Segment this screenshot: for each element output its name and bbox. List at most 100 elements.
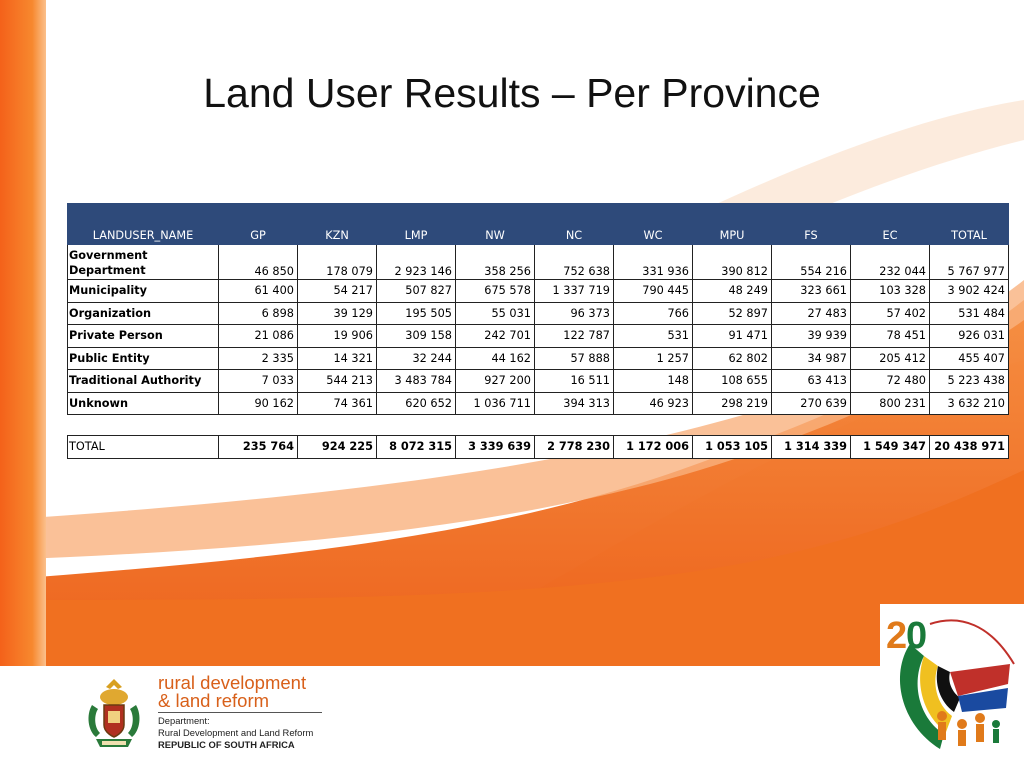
table-cell: 205 412 (850, 346, 930, 370)
row-name: Unknown (67, 391, 219, 415)
table-cell: 72 480 (850, 369, 930, 393)
department-full-name: Rural Development and Land Reform (158, 727, 314, 738)
coat-of-arms-icon (88, 679, 140, 747)
table-cell: 3 902 424 (929, 279, 1009, 303)
table-cell: 122 787 (534, 324, 614, 348)
table-row: Organization 6 898 39 129 195 505 55 031… (67, 301, 1009, 325)
total-cell: 2 778 230 (534, 435, 614, 459)
table-cell: 148 (613, 369, 693, 393)
table-cell: 531 (613, 324, 693, 348)
country-name: REPUBLIC OF SOUTH AFRICA (158, 739, 295, 750)
table-cell: 331 936 (613, 244, 693, 280)
table-cell: 74 361 (297, 391, 377, 415)
department-name-line1: rural development (158, 672, 307, 693)
table-cell: 195 505 (376, 301, 456, 325)
col-header-nc: NC (534, 203, 614, 245)
table-cell: 507 827 (376, 279, 456, 303)
table-cell: 544 213 (297, 369, 377, 393)
table-cell: 91 471 (692, 324, 772, 348)
col-header-gp: GP (218, 203, 298, 245)
table-row: Public Entity 2 335 14 321 32 244 44 162… (67, 346, 1009, 370)
footer (0, 666, 1024, 768)
total-cell: 1 172 006 (613, 435, 693, 459)
table-cell: 455 407 (929, 346, 1009, 370)
table-cell: 620 652 (376, 391, 456, 415)
table-cell: 1 337 719 (534, 279, 614, 303)
row-name: Private Person (67, 324, 219, 348)
table-cell: 800 231 (850, 391, 930, 415)
table-cell: 27 483 (771, 301, 851, 325)
total-cell: 235 764 (218, 435, 298, 459)
table-cell: 46 850 (218, 244, 298, 280)
table-cell: 242 701 (455, 324, 535, 348)
table-cell: 14 321 (297, 346, 377, 370)
row-name-line2: Department (69, 264, 146, 277)
total-cell: 1 549 347 (850, 435, 930, 459)
total-cell: 3 339 639 (455, 435, 535, 459)
department-name: rural development & land reform (158, 672, 307, 711)
col-header-kzn: KZN (297, 203, 377, 245)
department-divider (158, 712, 322, 713)
table-cell: 766 (613, 301, 693, 325)
table-cell: 96 373 (534, 301, 614, 325)
table-cell: 675 578 (455, 279, 535, 303)
table-cell: 531 484 (929, 301, 1009, 325)
table-cell: 7 033 (218, 369, 298, 393)
row-name: Public Entity (67, 346, 219, 370)
total-label: TOTAL (67, 435, 219, 459)
department-label: Department: (158, 715, 210, 726)
table-cell: 103 328 (850, 279, 930, 303)
table-row: Government Department 46 850 178 079 2 92… (67, 244, 1009, 280)
table-cell: 61 400 (218, 279, 298, 303)
col-header-lmp: LMP (376, 203, 456, 245)
table-cell: 62 802 (692, 346, 772, 370)
table-cell: 34 987 (771, 346, 851, 370)
table-row: Private Person 21 086 19 906 309 158 242… (67, 324, 1009, 348)
slide-background: Land User Results – Per Province LANDUSE… (0, 0, 1024, 666)
table-cell: 108 655 (692, 369, 772, 393)
table-spacer-row (68, 415, 1009, 436)
department-name-line2: & land reform (158, 690, 270, 711)
table-cell: 790 445 (613, 279, 693, 303)
table-cell: 21 086 (218, 324, 298, 348)
department-subtitle: Department: Rural Development and Land R… (158, 715, 313, 751)
col-header-wc: WC (613, 203, 693, 245)
table-cell: 16 511 (534, 369, 614, 393)
table-cell: 46 923 (613, 391, 693, 415)
total-cell: 8 072 315 (376, 435, 456, 459)
table-cell: 554 216 (771, 244, 851, 280)
row-name: Organization (67, 301, 219, 325)
svg-text:0: 0 (906, 615, 927, 657)
table-cell: 298 219 (692, 391, 772, 415)
freedom-logo-icon: 2 0 (886, 615, 1015, 749)
table-row: Traditional Authority 7 033 544 213 3 48… (67, 369, 1009, 393)
table-cell: 178 079 (297, 244, 377, 280)
table-cell: 52 897 (692, 301, 772, 325)
table-cell: 90 162 (218, 391, 298, 415)
table-cell: 309 158 (376, 324, 456, 348)
table-header-row: LANDUSER_NAME GP KZN LMP NW NC WC MPU FS… (67, 203, 1009, 245)
row-name: Traditional Authority (67, 369, 219, 393)
total-cell: 1 053 105 (692, 435, 772, 459)
table-cell: 1 257 (613, 346, 693, 370)
col-header-nw: NW (455, 203, 535, 245)
row-name: Government Department (67, 244, 219, 280)
table-cell: 752 638 (534, 244, 614, 280)
table-cell: 32 244 (376, 346, 456, 370)
table-cell: 927 200 (455, 369, 535, 393)
total-cell: 20 438 971 (929, 435, 1009, 459)
table-cell: 3 632 210 (929, 391, 1009, 415)
table-cell: 19 906 (297, 324, 377, 348)
row-name-line1: Government (69, 249, 148, 262)
table-row: Unknown 90 162 74 361 620 652 1 036 711 … (67, 391, 1009, 415)
table-cell: 3 483 784 (376, 369, 456, 393)
col-header-landuser-name: LANDUSER_NAME (67, 203, 219, 245)
table-cell: 394 313 (534, 391, 614, 415)
twenty-years-of-freedom-logo: 2 0 (880, 604, 1024, 768)
table-cell: 1 036 711 (455, 391, 535, 415)
col-header-mpu: MPU (692, 203, 772, 245)
table-cell: 44 162 (455, 346, 535, 370)
total-cell: 924 225 (297, 435, 377, 459)
table-cell: 358 256 (455, 244, 535, 280)
col-header-ec: EC (850, 203, 930, 245)
